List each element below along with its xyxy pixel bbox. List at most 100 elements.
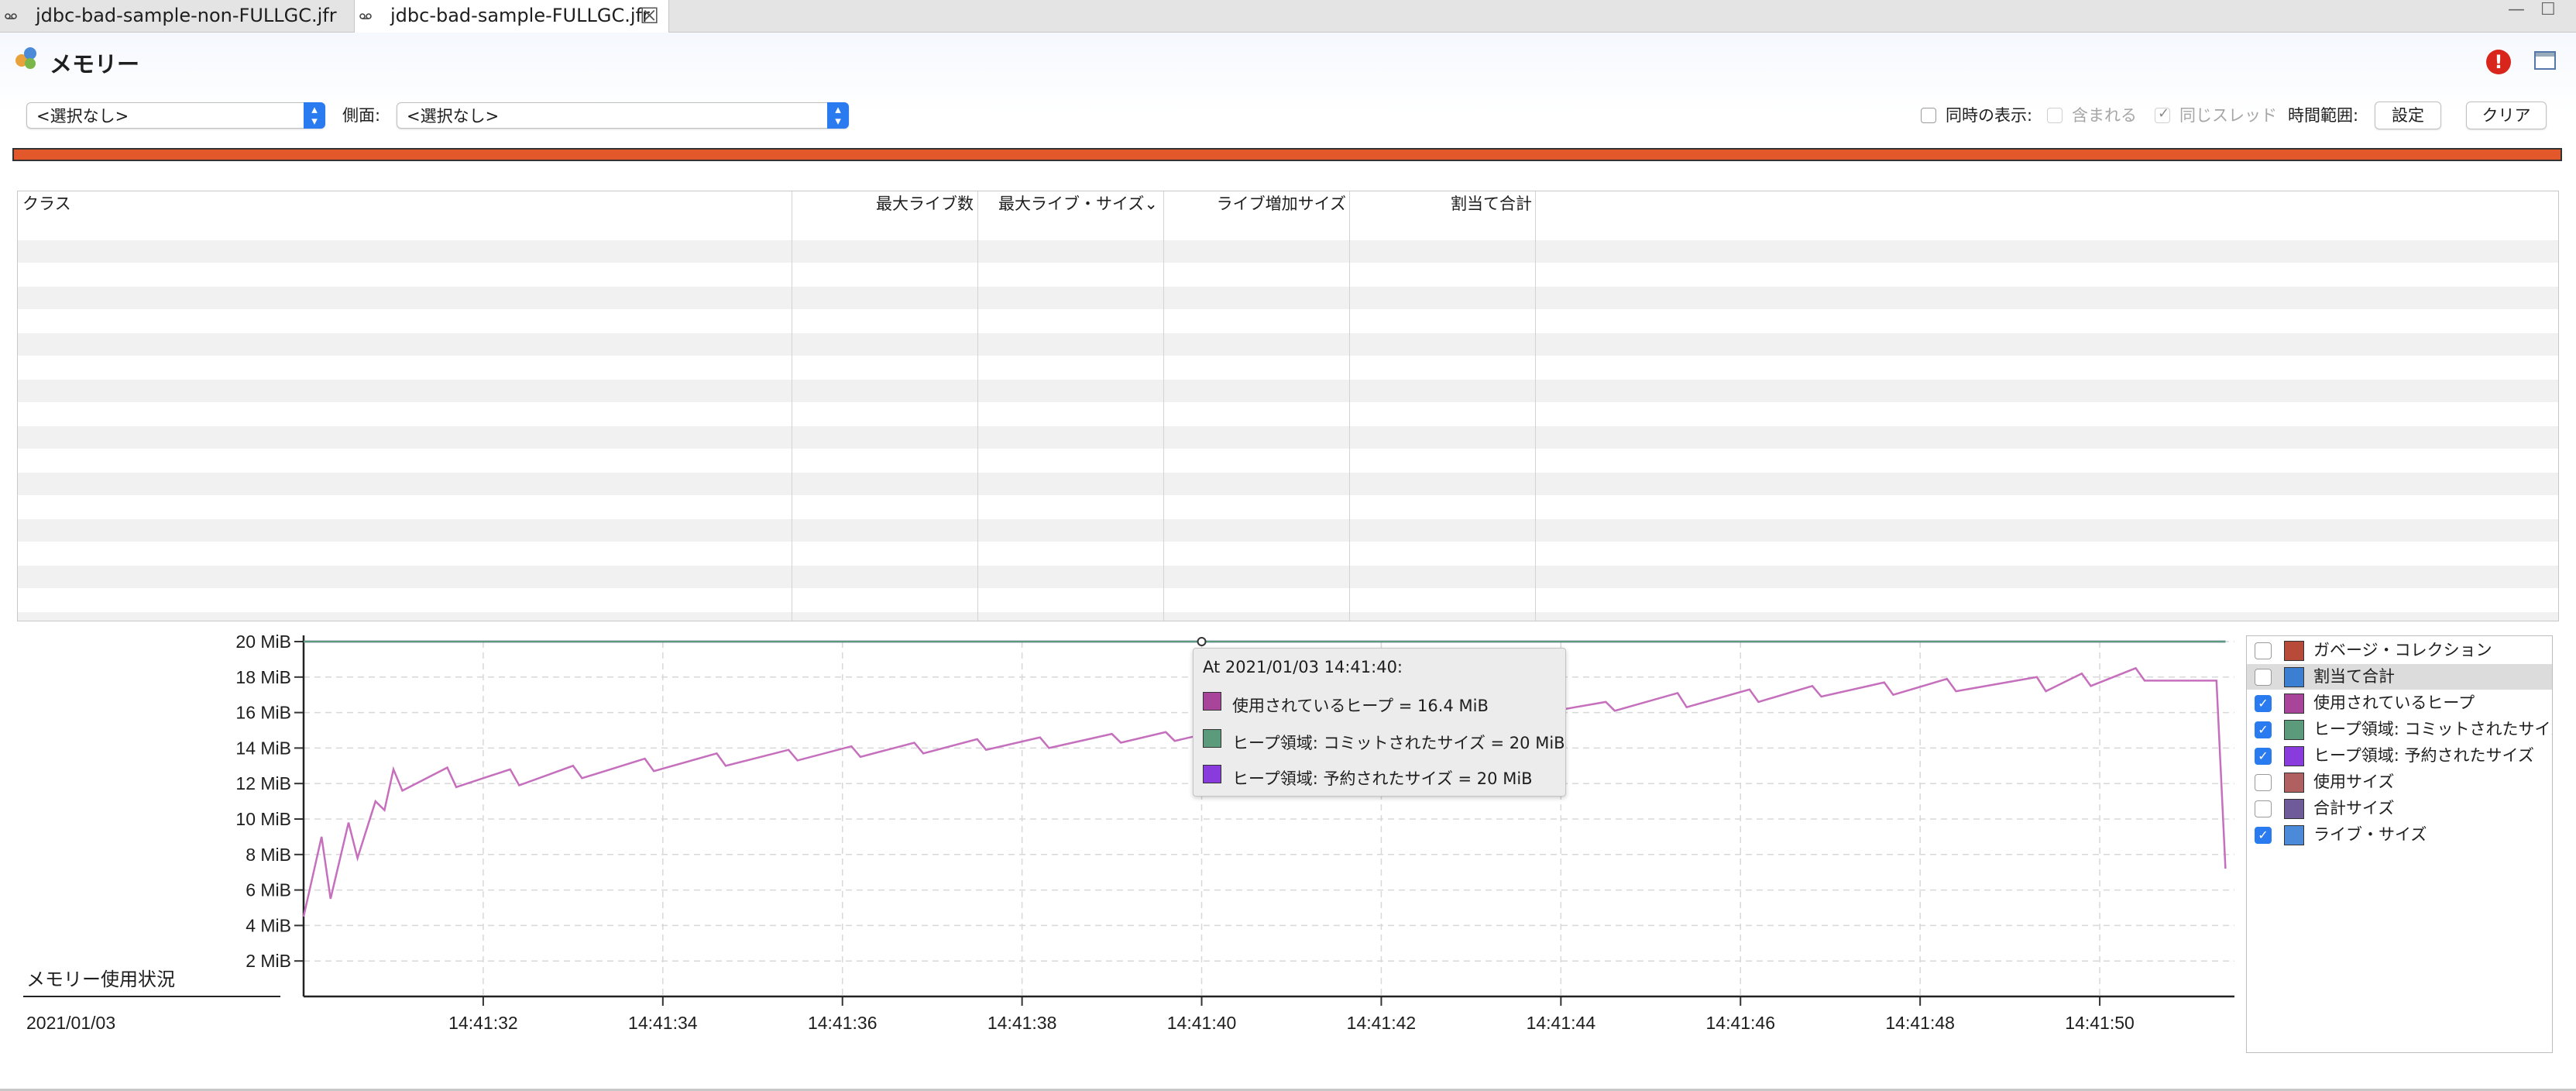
include-checkbox[interactable] — [2047, 108, 2063, 123]
column-live-increase[interactable]: ライブ増加サイズ — [1216, 194, 1346, 213]
legend-item[interactable]: ✓ ヒープ領域: コミットされたサイズ — [2247, 717, 2552, 742]
series-color-swatch — [2284, 720, 2304, 740]
y-tick-label: 2 MiB — [246, 951, 291, 971]
series-color-swatch — [2284, 693, 2304, 714]
x-tick-label: 14:41:40 — [1167, 1013, 1237, 1033]
tab-non-fullgc[interactable]: jdbc-bad-sample-non-FULLGC.jfr — [0, 0, 355, 32]
live-size-icon — [2284, 825, 2304, 845]
clear-button[interactable]: クリア — [2466, 102, 2547, 129]
series-color-swatch — [2284, 799, 2304, 819]
series-line — [302, 666, 2227, 917]
legend-item[interactable]: 割当て合計 — [2247, 664, 2552, 690]
series-color-swatch — [2284, 746, 2304, 766]
x-tick-label: 14:41:42 — [1347, 1013, 1417, 1033]
legend-checkbox[interactable]: ✓ — [2255, 748, 2272, 765]
memory-usage-chart[interactable]: 2 MiB 4 MiB 6 MiB 8 MiB 10 MiB 12 MiB 14 MiB 16… — [0, 628, 2246, 1046]
bottom-border — [0, 1089, 2576, 1091]
y-tick-label: 20 MiB — [235, 632, 291, 652]
legend-label: 割当て合計 — [2313, 667, 2395, 686]
error-icon[interactable]: ! — [2486, 50, 2511, 74]
class-select-value: <選択なし> — [36, 107, 129, 126]
legend-item[interactable]: ✓ ライブ・サイズ — [2247, 822, 2552, 848]
sync-display-label: 同時の表示: — [1946, 106, 2033, 125]
sync-display-checkbox[interactable] — [1921, 108, 1936, 123]
settings-button[interactable]: 設定 — [2375, 102, 2441, 129]
legend-item[interactable]: ✓ 使用されているヒープ — [2247, 690, 2552, 716]
minimize-icon[interactable]: — — [2508, 0, 2525, 19]
chart-title: メモリー使用状況 — [26, 969, 175, 990]
legend-label: 使用サイズ — [2313, 773, 2395, 791]
legend-checkbox[interactable] — [2255, 800, 2272, 817]
legend-label: ヒープ領域: 予約されたサイズ — [2313, 746, 2534, 765]
series-color-swatch — [2284, 667, 2304, 687]
sort-desc-icon: ⌄ — [1144, 194, 1158, 213]
page-title: メモリー — [50, 51, 140, 77]
column-max-live-count[interactable]: 最大ライブ数 — [876, 194, 974, 213]
column-divider — [1349, 191, 1350, 621]
column-class[interactable]: クラス — [22, 194, 71, 213]
page-header: メモリー ! <選択なし> ▴ ▾ 側面: <選択なし> ▴ ▾ 同時の表示: 含ま… — [0, 33, 2576, 168]
time-range-bar[interactable] — [12, 148, 2562, 161]
y-tick-label: 16 MiB — [235, 703, 291, 723]
legend-checkbox[interactable] — [2255, 642, 2272, 659]
table-row-stripe — [18, 612, 2558, 621]
legend-checkbox[interactable]: ✓ — [2255, 827, 2272, 844]
x-tick-label: 14:41:34 — [628, 1013, 698, 1033]
x-tick-label: 14:41:48 — [1885, 1013, 1955, 1033]
table-row-stripe — [18, 240, 2558, 263]
maximize-icon[interactable]: ☐ — [2540, 0, 2556, 19]
column-max-live-size[interactable]: 最大ライブ・サイズ⌄ — [998, 194, 1158, 213]
same-thread-label: 同じスレッド — [2179, 106, 2277, 125]
legend-item[interactable]: 使用サイズ — [2247, 769, 2552, 795]
table-row-stripe — [18, 519, 2558, 542]
table-row-stripe — [18, 473, 2558, 495]
recording-icon — [359, 13, 372, 19]
hover-marker — [1197, 637, 1207, 646]
table-view-icon[interactable] — [2534, 51, 2556, 70]
tab-label: jdbc-bad-sample-FULLGC.jfr — [390, 5, 650, 26]
class-select[interactable]: <選択なし> ▴ ▾ — [26, 102, 325, 129]
table-header: クラス 最大ライブ数 最大ライブ・サイズ⌄ ライブ増加サイズ 割当て合計 — [18, 191, 2558, 217]
column-divider — [1535, 191, 1536, 621]
chevron-updown-icon: ▴ ▾ — [827, 102, 849, 129]
checkmark-icon: ✓ — [2158, 105, 2170, 122]
legend-label: ガベージ・コレクション — [2313, 641, 2492, 659]
table-row-stripe — [18, 287, 2558, 309]
legend-item[interactable]: ✓ ヒープ領域: 予約されたサイズ — [2247, 743, 2552, 769]
time-range-label: 時間範囲: — [2288, 106, 2359, 125]
y-tick-label: 6 MiB — [246, 880, 291, 900]
aspect-label: 側面: — [342, 106, 381, 125]
same-thread-checkbox[interactable]: ✓ — [2155, 105, 2170, 123]
trash-icon — [2284, 641, 2304, 661]
legend-item[interactable]: 合計サイズ — [2247, 796, 2552, 821]
y-tick-label: 4 MiB — [246, 915, 291, 935]
tooltip-entry: 使用されているヒープ = 16.4 MiB — [1232, 697, 1489, 715]
legend-checkbox[interactable] — [2255, 669, 2272, 686]
class-table[interactable]: クラス 最大ライブ数 最大ライブ・サイズ⌄ ライブ増加サイズ 割当て合計 — [17, 191, 2559, 621]
chart-tooltip: At 2021/01/03 14:41:40: 使用されているヒープ = 16.… — [1193, 648, 1566, 797]
y-tick-label: 10 MiB — [235, 809, 291, 829]
x-tick-label: 14:41:32 — [448, 1013, 518, 1033]
legend-checkbox[interactable] — [2255, 774, 2272, 791]
tab-fullgc[interactable]: jdbc-bad-sample-FULLGC.jfr ☒ — [355, 0, 669, 33]
legend-item[interactable]: ガベージ・コレクション — [2247, 638, 2552, 663]
chart-legend[interactable]: ガベージ・コレクション 割当て合計 ✓ 使用されているヒープ ✓ ヒープ領域: コミットさ… — [2246, 635, 2553, 1053]
tooltip-entry: ヒープ領域: コミットされたサイズ = 20 MiB — [1232, 734, 1565, 752]
table-row-stripe — [18, 566, 2558, 588]
y-tick-label: 14 MiB — [235, 738, 291, 758]
table-row-stripe — [18, 333, 2558, 356]
close-tab-icon[interactable]: ☒ — [640, 3, 660, 29]
legend-checkbox[interactable]: ✓ — [2255, 721, 2272, 738]
chevron-updown-icon: ▴ ▾ — [304, 102, 325, 129]
aspect-select[interactable]: <選択なし> ▴ ▾ — [397, 102, 849, 129]
column-allocation-total[interactable]: 割当て合計 — [1451, 194, 1532, 213]
recording-icon — [5, 13, 17, 19]
tooltip-swatch — [1203, 729, 1221, 748]
chart-date-label: 2021/01/03 — [26, 1013, 115, 1033]
tooltip-header: At 2021/01/03 14:41:40: — [1203, 658, 1403, 676]
series-color-swatch — [2284, 773, 2304, 793]
tooltip-swatch — [1203, 692, 1221, 711]
column-divider — [1163, 191, 1164, 621]
legend-checkbox[interactable]: ✓ — [2255, 695, 2272, 712]
aspect-select-value: <選択なし> — [407, 107, 500, 126]
